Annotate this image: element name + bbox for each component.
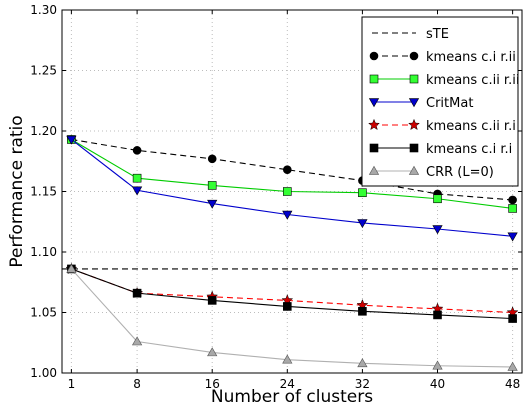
data-point [282, 210, 293, 220]
data-point [358, 306, 367, 316]
legend-label: sTE [426, 27, 449, 42]
x-tick-label: 1 [68, 377, 76, 391]
legend-label: kmeans c.ii r.ii [426, 73, 519, 88]
data-point [283, 165, 292, 175]
x-tick-label: 24 [280, 377, 295, 391]
series-line [70, 268, 513, 368]
data-point [508, 204, 517, 213]
legend-marker [368, 118, 380, 131]
y-axis-label: Performance ratio [7, 115, 27, 267]
legend-item: sTE [372, 27, 449, 42]
data-point [131, 336, 143, 346]
series-layer [62, 135, 522, 371]
data-point [132, 146, 142, 155]
data-point [358, 188, 367, 198]
data-point [66, 135, 77, 145]
legend-marker [369, 74, 379, 84]
data-point [283, 302, 292, 311]
data-point [66, 263, 77, 273]
data-point [508, 195, 517, 205]
legend-label: CritMat [426, 96, 473, 111]
data-point [207, 347, 218, 357]
legend-marker [408, 118, 420, 131]
legend: sTE kmeans c.i r.ii kmeans c.ii r.ii CritMa… [361, 16, 519, 187]
y-tick-label: 1.10 [30, 245, 57, 259]
x-axis-label: Number of clusters [211, 387, 373, 407]
y-axis: 1.00 1.05 1.10 1.15 1.20 1.25 1.30 [30, 3, 522, 380]
legend-marker [409, 51, 419, 61]
data-point [357, 219, 368, 229]
data-point [432, 225, 443, 235]
legend-item: kmeans c.i r.ii [369, 50, 516, 65]
data-point [507, 361, 518, 371]
data-point [507, 232, 518, 242]
legend-marker [409, 74, 419, 84]
legend-marker [408, 165, 420, 175]
x-axis: 1 8 16 24 32 40 48 [68, 10, 520, 391]
data-point [282, 354, 293, 364]
data-point [508, 314, 517, 323]
y-tick-label: 1.20 [30, 124, 57, 138]
legend-marker [409, 143, 419, 153]
data-point [207, 154, 217, 164]
data-point [207, 181, 217, 190]
data-point [207, 296, 217, 305]
series-5 [67, 264, 517, 323]
y-tick-label: 1.05 [30, 306, 57, 320]
data-point [433, 310, 442, 320]
y-tick-label: 1.15 [30, 185, 57, 199]
data-point [433, 194, 442, 204]
data-point [132, 288, 142, 298]
data-point [132, 173, 142, 183]
legend-label: kmeans c.ii r.i [426, 119, 516, 134]
legend-item: kmeans c.ii r.i [368, 118, 516, 134]
legend-marker [368, 98, 380, 108]
y-tick-label: 1.25 [30, 64, 57, 78]
x-tick-label: 40 [430, 377, 445, 391]
x-tick-label: 8 [133, 377, 141, 391]
legend-marker [408, 98, 420, 108]
series-3 [66, 135, 518, 242]
data-point [432, 360, 443, 370]
legend-marker [369, 143, 379, 153]
data-point [131, 186, 143, 196]
legend-marker [368, 165, 380, 175]
data-point [283, 187, 292, 196]
x-tick-label: 48 [505, 377, 520, 391]
legend-item: CRR (L=0) [368, 165, 494, 180]
data-point [207, 199, 218, 209]
legend-label: kmeans c.i r.ii [426, 50, 516, 65]
x-tick-label: 32 [355, 377, 370, 391]
legend-label: kmeans c.i r.i [426, 142, 512, 157]
legend-label: CRR (L=0) [426, 165, 494, 180]
series-6 [66, 263, 518, 371]
legend-item: kmeans c.ii r.ii [369, 73, 519, 88]
y-tick-label: 1.30 [30, 3, 57, 17]
legend-item: kmeans c.i r.i [369, 142, 512, 157]
x-tick-label: 16 [205, 377, 220, 391]
legend-marker [369, 51, 379, 61]
data-point [357, 358, 368, 368]
y-tick-label: 1.00 [30, 366, 57, 380]
legend-item: CritMat [368, 96, 473, 111]
